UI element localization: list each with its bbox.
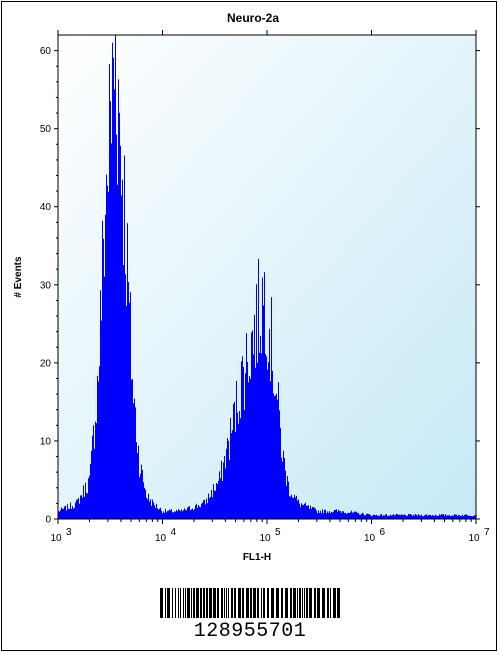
x-tick-label: 10 xyxy=(155,533,167,544)
barcode-bar xyxy=(226,588,227,618)
barcode-bar xyxy=(193,588,195,618)
y-tick-label: 40 xyxy=(40,202,52,213)
barcode-bar xyxy=(187,588,190,618)
barcode-bar xyxy=(203,588,205,618)
x-tick-exponent: 4 xyxy=(171,527,177,538)
barcode-bar xyxy=(250,588,252,618)
x-tick-exponent: 3 xyxy=(66,527,72,538)
barcode-bar xyxy=(261,588,262,618)
x-tick-label: 10 xyxy=(259,533,271,544)
barcode-bar xyxy=(267,588,269,618)
barcode-bar xyxy=(285,588,288,618)
y-tick-label: 0 xyxy=(45,515,51,526)
y-tick-label: 30 xyxy=(40,280,52,291)
barcode-bar xyxy=(299,588,301,618)
y-tick-label: 50 xyxy=(40,124,52,135)
barcode-bar xyxy=(257,588,259,618)
x-tick-label: 10 xyxy=(50,533,62,544)
barcode-bar xyxy=(306,588,308,618)
barcode-bar xyxy=(217,588,219,618)
histogram-bars xyxy=(58,35,477,519)
barcode-number: 128955701 xyxy=(193,620,307,643)
barcode-image xyxy=(160,588,340,618)
barcode-bar xyxy=(221,588,223,618)
barcode-bar xyxy=(293,588,296,618)
barcode-bar xyxy=(231,588,233,618)
barcode-bar xyxy=(263,588,265,618)
barcode-bar xyxy=(165,588,166,618)
barcode-bar xyxy=(317,588,320,618)
barcode-bar xyxy=(185,588,186,618)
barcode-bar xyxy=(178,588,179,618)
barcode-bar xyxy=(330,588,331,618)
barcode-bar xyxy=(337,588,340,618)
barcode-bar xyxy=(234,588,236,618)
barcode-bar xyxy=(206,588,208,618)
barcode-bar xyxy=(160,588,163,618)
barcode-bar xyxy=(213,588,216,618)
barcode-bar xyxy=(224,588,225,618)
barcode-bar xyxy=(290,588,292,618)
y-axis: 0 10 20 30 40 50 60 xyxy=(40,46,480,526)
x-tick-label: 10 xyxy=(364,533,376,544)
barcode-bar xyxy=(309,588,312,618)
barcode-bar xyxy=(175,588,176,618)
barcode-bar xyxy=(180,588,181,618)
x-axis-label: FL1-H xyxy=(243,552,271,563)
barcode-bar xyxy=(242,588,244,618)
barcode-bar xyxy=(271,588,274,618)
chart-title: Neuro-2a xyxy=(227,11,279,25)
barcode-bar xyxy=(322,588,325,618)
histogram-area xyxy=(58,35,477,519)
barcode-bar xyxy=(304,588,305,618)
barcode-bar xyxy=(196,588,199,618)
x-tick-exponent: 6 xyxy=(380,527,386,538)
barcode-bar xyxy=(302,588,303,618)
barcode-bar xyxy=(333,588,336,618)
y-tick-label: 60 xyxy=(40,46,52,57)
y-axis-label: # Events xyxy=(13,256,24,298)
y-tick-label: 20 xyxy=(40,358,52,369)
barcode-bar xyxy=(276,588,279,618)
barcode-bar xyxy=(172,588,173,618)
barcode-bar xyxy=(209,588,212,618)
barcode-bar xyxy=(183,588,184,618)
y-tick-label: 10 xyxy=(40,436,52,447)
barcode-bar xyxy=(327,588,329,618)
barcode-bar xyxy=(200,588,202,618)
barcode-bar xyxy=(281,588,283,618)
x-axis: 10 3 10 4 10 5 10 6 10 7 xyxy=(50,30,490,544)
x-tick-exponent: 7 xyxy=(484,527,490,538)
x-tick-exponent: 5 xyxy=(275,527,281,538)
barcode-bar xyxy=(167,588,170,618)
barcode-bar xyxy=(297,588,298,618)
barcode-bar xyxy=(314,588,316,618)
barcode-bar xyxy=(191,588,192,618)
barcode-bar xyxy=(246,588,249,618)
barcode-bar xyxy=(253,588,256,618)
barcode-bar xyxy=(238,588,241,618)
x-tick-label: 10 xyxy=(468,533,480,544)
barcode-bar xyxy=(228,588,229,618)
